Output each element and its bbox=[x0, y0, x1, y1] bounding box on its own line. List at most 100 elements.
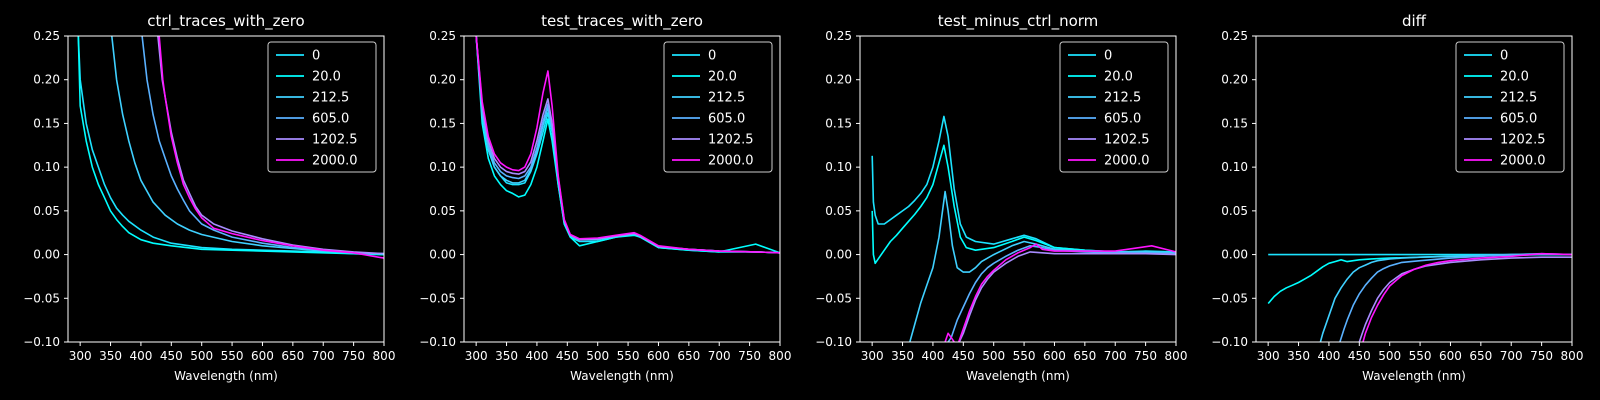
axes-frame bbox=[1255, 35, 1573, 343]
y-tick-label: 0.00 bbox=[33, 248, 60, 262]
legend-label: 0 bbox=[1500, 49, 1508, 64]
legend-label: 212.5 bbox=[312, 91, 349, 106]
y-tick-label: 0.00 bbox=[429, 248, 456, 262]
y-tick-label: 0.05 bbox=[825, 204, 852, 218]
y-tick-label: 0.00 bbox=[825, 248, 852, 262]
y-tick-label: 0.10 bbox=[429, 160, 456, 174]
chart-title: test_minus_ctrl_norm bbox=[938, 12, 1099, 31]
x-axis-label: Wavelength (nm) bbox=[174, 369, 278, 383]
legend: 0 20.0 212.5 605.0 1202.5 2000.0 bbox=[663, 41, 773, 173]
legend-label: 0 bbox=[312, 49, 320, 64]
y-tick-label: 0.25 bbox=[429, 29, 456, 43]
legend-label: 0 bbox=[708, 49, 716, 64]
legend-label: 212.5 bbox=[708, 91, 745, 106]
x-tick-label: 300 bbox=[69, 349, 92, 363]
series-line-0 bbox=[871, 115, 1176, 253]
y-tick-label: 0.15 bbox=[33, 116, 60, 130]
y-tick-label: 0.05 bbox=[429, 204, 456, 218]
x-tick-label: 300 bbox=[1257, 349, 1280, 363]
x-tick-label: 450 bbox=[160, 349, 183, 363]
x-tick-label: 500 bbox=[586, 349, 609, 363]
series-line-1202.5 bbox=[958, 251, 1176, 342]
y-tick-label: 0.15 bbox=[825, 116, 852, 130]
series-line-1202.5 bbox=[1358, 256, 1572, 342]
series-line-212.5 bbox=[111, 36, 384, 255]
series-line-212.5 bbox=[1319, 253, 1572, 342]
legend-label: 2000.0 bbox=[1104, 154, 1150, 169]
x-tick-label: 700 bbox=[312, 349, 335, 363]
x-tick-label: 450 bbox=[556, 349, 579, 363]
x-tick-label: 650 bbox=[677, 349, 700, 363]
legend-box bbox=[1455, 41, 1565, 173]
y-tick-label: −0.10 bbox=[1211, 335, 1248, 349]
chart-title: diff bbox=[1402, 12, 1427, 30]
legend-label: 2000.0 bbox=[708, 154, 754, 169]
x-tick-label: 750 bbox=[342, 349, 365, 363]
x-tick-label: 800 bbox=[1561, 349, 1584, 363]
x-tick-label: 700 bbox=[1104, 349, 1127, 363]
y-tick-label: 0.20 bbox=[429, 73, 456, 87]
x-tick-label: 550 bbox=[1013, 349, 1036, 363]
y-tick-label: −0.05 bbox=[23, 291, 60, 305]
series-line-20.0 bbox=[1267, 253, 1572, 305]
legend-label: 20.0 bbox=[1104, 70, 1133, 85]
legend-label: 20.0 bbox=[708, 70, 737, 85]
x-tick-label: 700 bbox=[708, 349, 731, 363]
chart-panel-1: ctrl_traces_with_zero 300 350 400 450 500 550 6… bbox=[23, 12, 395, 383]
y-tick-label: 0.25 bbox=[825, 29, 852, 43]
series-line-212.5 bbox=[908, 190, 1176, 342]
x-tick-label: 350 bbox=[495, 349, 518, 363]
legend-label: 0 bbox=[1104, 49, 1112, 64]
x-tick-label: 550 bbox=[221, 349, 244, 363]
axes-frame bbox=[67, 35, 385, 343]
y-tick-label: 0.10 bbox=[1221, 160, 1248, 174]
y-tick-label: 0.20 bbox=[33, 73, 60, 87]
x-tick-label: 400 bbox=[525, 349, 548, 363]
x-tick-label: 350 bbox=[891, 349, 914, 363]
chart-title: ctrl_traces_with_zero bbox=[147, 12, 304, 31]
series-line-20.0 bbox=[871, 144, 1176, 265]
chart-title: test_traces_with_zero bbox=[541, 12, 703, 31]
x-tick-label: 350 bbox=[1287, 349, 1310, 363]
x-tick-label: 650 bbox=[1469, 349, 1492, 363]
y-tick-label: −0.05 bbox=[1211, 291, 1248, 305]
series-group bbox=[871, 115, 1176, 342]
series-line-605.0 bbox=[1339, 252, 1572, 342]
x-axis-label: Wavelength (nm) bbox=[966, 369, 1070, 383]
x-tick-label: 450 bbox=[952, 349, 975, 363]
y-tick-label: 0.05 bbox=[33, 204, 60, 218]
x-tick-label: 550 bbox=[1409, 349, 1432, 363]
legend-box bbox=[267, 41, 377, 173]
x-tick-label: 800 bbox=[1165, 349, 1188, 363]
legend: 0 20.0 212.5 605.0 1202.5 2000.0 bbox=[267, 41, 377, 173]
y-tick-label: −0.10 bbox=[815, 335, 852, 349]
series-line-2000.0 bbox=[475, 36, 780, 254]
x-tick-label: 600 bbox=[1043, 349, 1066, 363]
x-tick-label: 400 bbox=[129, 349, 152, 363]
x-tick-label: 500 bbox=[190, 349, 213, 363]
y-tick-label: 0.15 bbox=[429, 116, 456, 130]
legend: 0 20.0 212.5 605.0 1202.5 2000.0 bbox=[1059, 41, 1169, 173]
legend-label: 1202.5 bbox=[1500, 133, 1546, 148]
y-tick-label: 0.25 bbox=[1221, 29, 1248, 43]
y-tick-label: 0.10 bbox=[825, 160, 852, 174]
y-tick-label: 0.00 bbox=[1221, 248, 1248, 262]
x-tick-label: 400 bbox=[1317, 349, 1340, 363]
y-tick-label: 0.20 bbox=[1221, 73, 1248, 87]
series-line-605.0 bbox=[141, 36, 384, 255]
series-line-605.0 bbox=[947, 245, 1176, 342]
series-line-2000.0 bbox=[158, 36, 384, 259]
legend: 0 20.0 212.5 605.0 1202.5 2000.0 bbox=[1455, 41, 1565, 173]
legend-label: 1202.5 bbox=[312, 133, 358, 148]
x-tick-label: 600 bbox=[1439, 349, 1462, 363]
x-tick-label: 350 bbox=[99, 349, 122, 363]
legend-label: 212.5 bbox=[1500, 91, 1537, 106]
legend-label: 2000.0 bbox=[1500, 154, 1546, 169]
legend-label: 20.0 bbox=[312, 70, 341, 85]
x-axis-label: Wavelength (nm) bbox=[570, 369, 674, 383]
legend-box bbox=[663, 41, 773, 173]
x-tick-label: 500 bbox=[982, 349, 1005, 363]
series-line-2000.0 bbox=[1362, 252, 1572, 342]
x-tick-label: 600 bbox=[647, 349, 670, 363]
